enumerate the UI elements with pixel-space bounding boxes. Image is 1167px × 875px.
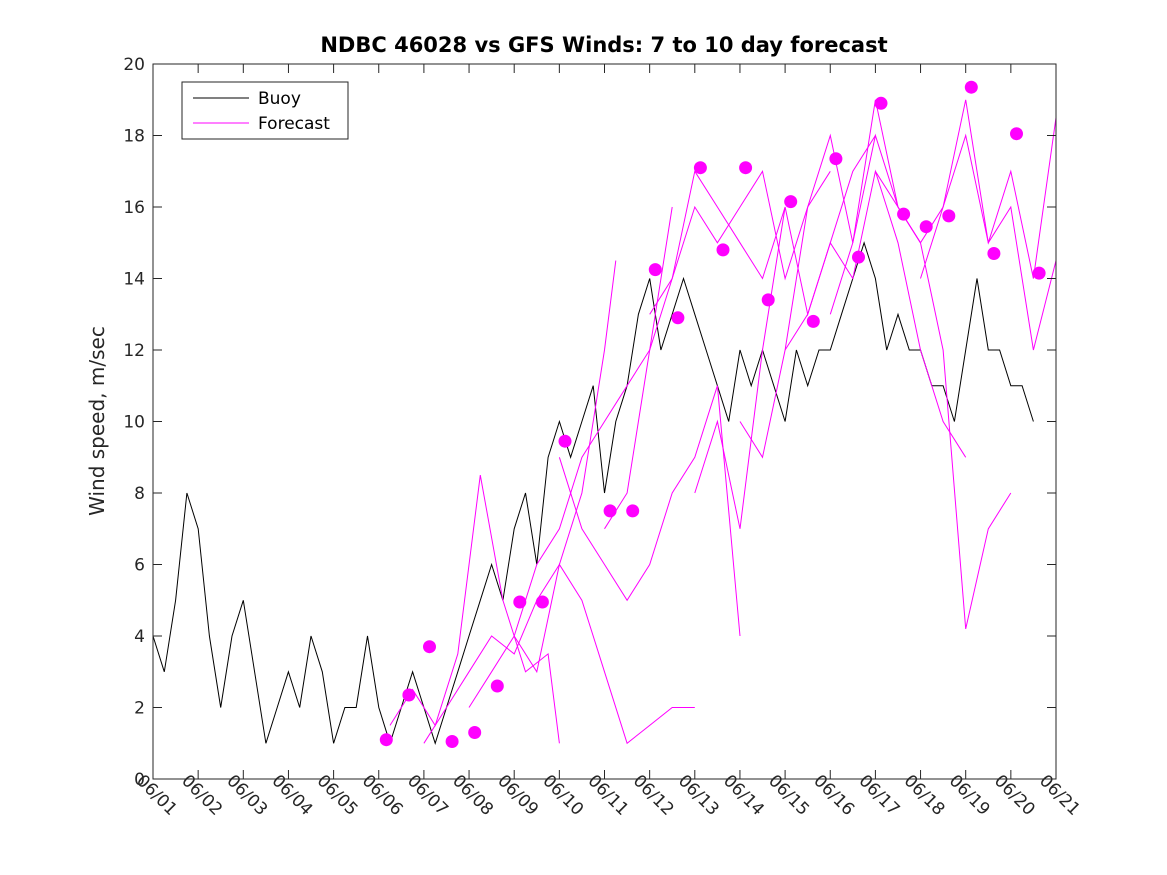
forecast-marker [964,80,978,94]
forecast-marker [423,640,436,654]
forecast-marker [942,209,956,223]
forecast-run-line [649,169,831,315]
forecast-marker [1032,266,1046,280]
forecast-marker [852,250,865,264]
forecast-marker [874,96,888,110]
forecast-run-line [558,385,741,637]
forecast-marker [445,735,459,748]
y-tick-label: 12 [123,341,145,361]
forecast-marker [671,311,685,325]
forecast-marker [468,726,482,739]
legend-box [181,81,349,140]
legend: Buoy Forecast [181,81,349,140]
forecast-run-line [604,169,786,530]
forecast-marker [648,263,662,277]
forecast-marker [558,434,572,448]
y-tick-label: 6 [134,556,145,576]
forecast-marker [603,504,617,518]
forecast-marker [535,595,549,609]
forecast-marker [739,161,753,175]
forecast-marker [761,293,775,307]
y-tick-label: 2 [134,699,145,719]
forecast-marker [513,595,527,609]
forecast-marker [693,161,707,175]
forecast-marker [987,247,1001,260]
forecast-marker [626,504,640,518]
forecast-run-line [423,260,617,744]
forecast-marker [806,314,820,328]
y-tick-label: 16 [123,198,145,218]
forecast-run-line [513,563,695,745]
buoy-series [152,241,1034,745]
forecast-markers [379,80,1046,748]
y-tick-label: 14 [123,270,145,290]
y-tick-label: 4 [134,627,145,647]
y-axis-label: Wind speed, m/sec [85,326,109,516]
y-tick-label: 18 [123,127,145,147]
forecast-marker [829,152,843,166]
y-axis-ticks: 0 2 4 6 8 10 12 14 16 18 20 [123,55,1056,790]
forecast-marker [1010,127,1023,141]
y-tick-label: 20 [123,55,145,75]
forecast-run-line [694,135,876,529]
forecast-run-line [389,475,560,744]
forecast-marker [490,679,504,693]
chart-title: NDBC 46028 vs GFS Winds: 7 to 10 day for… [320,33,887,57]
forecast-marker [716,243,730,257]
forecast-run-line [739,99,921,459]
forecast-marker [379,733,393,747]
y-tick-label: 0 [134,770,145,790]
buoy-line [152,241,1034,745]
forecast-marker [897,207,911,221]
forecast-marker [784,195,798,209]
legend-buoy-label: Buoy [258,89,301,109]
y-tick-label: 10 [123,413,145,433]
forecast-marker [919,220,933,234]
forecast-series [389,99,1057,745]
legend-forecast-label: Forecast [258,114,330,134]
forecast-marker [402,688,416,702]
y-tick-label: 8 [134,484,145,504]
forecast-run-line [920,99,1057,351]
